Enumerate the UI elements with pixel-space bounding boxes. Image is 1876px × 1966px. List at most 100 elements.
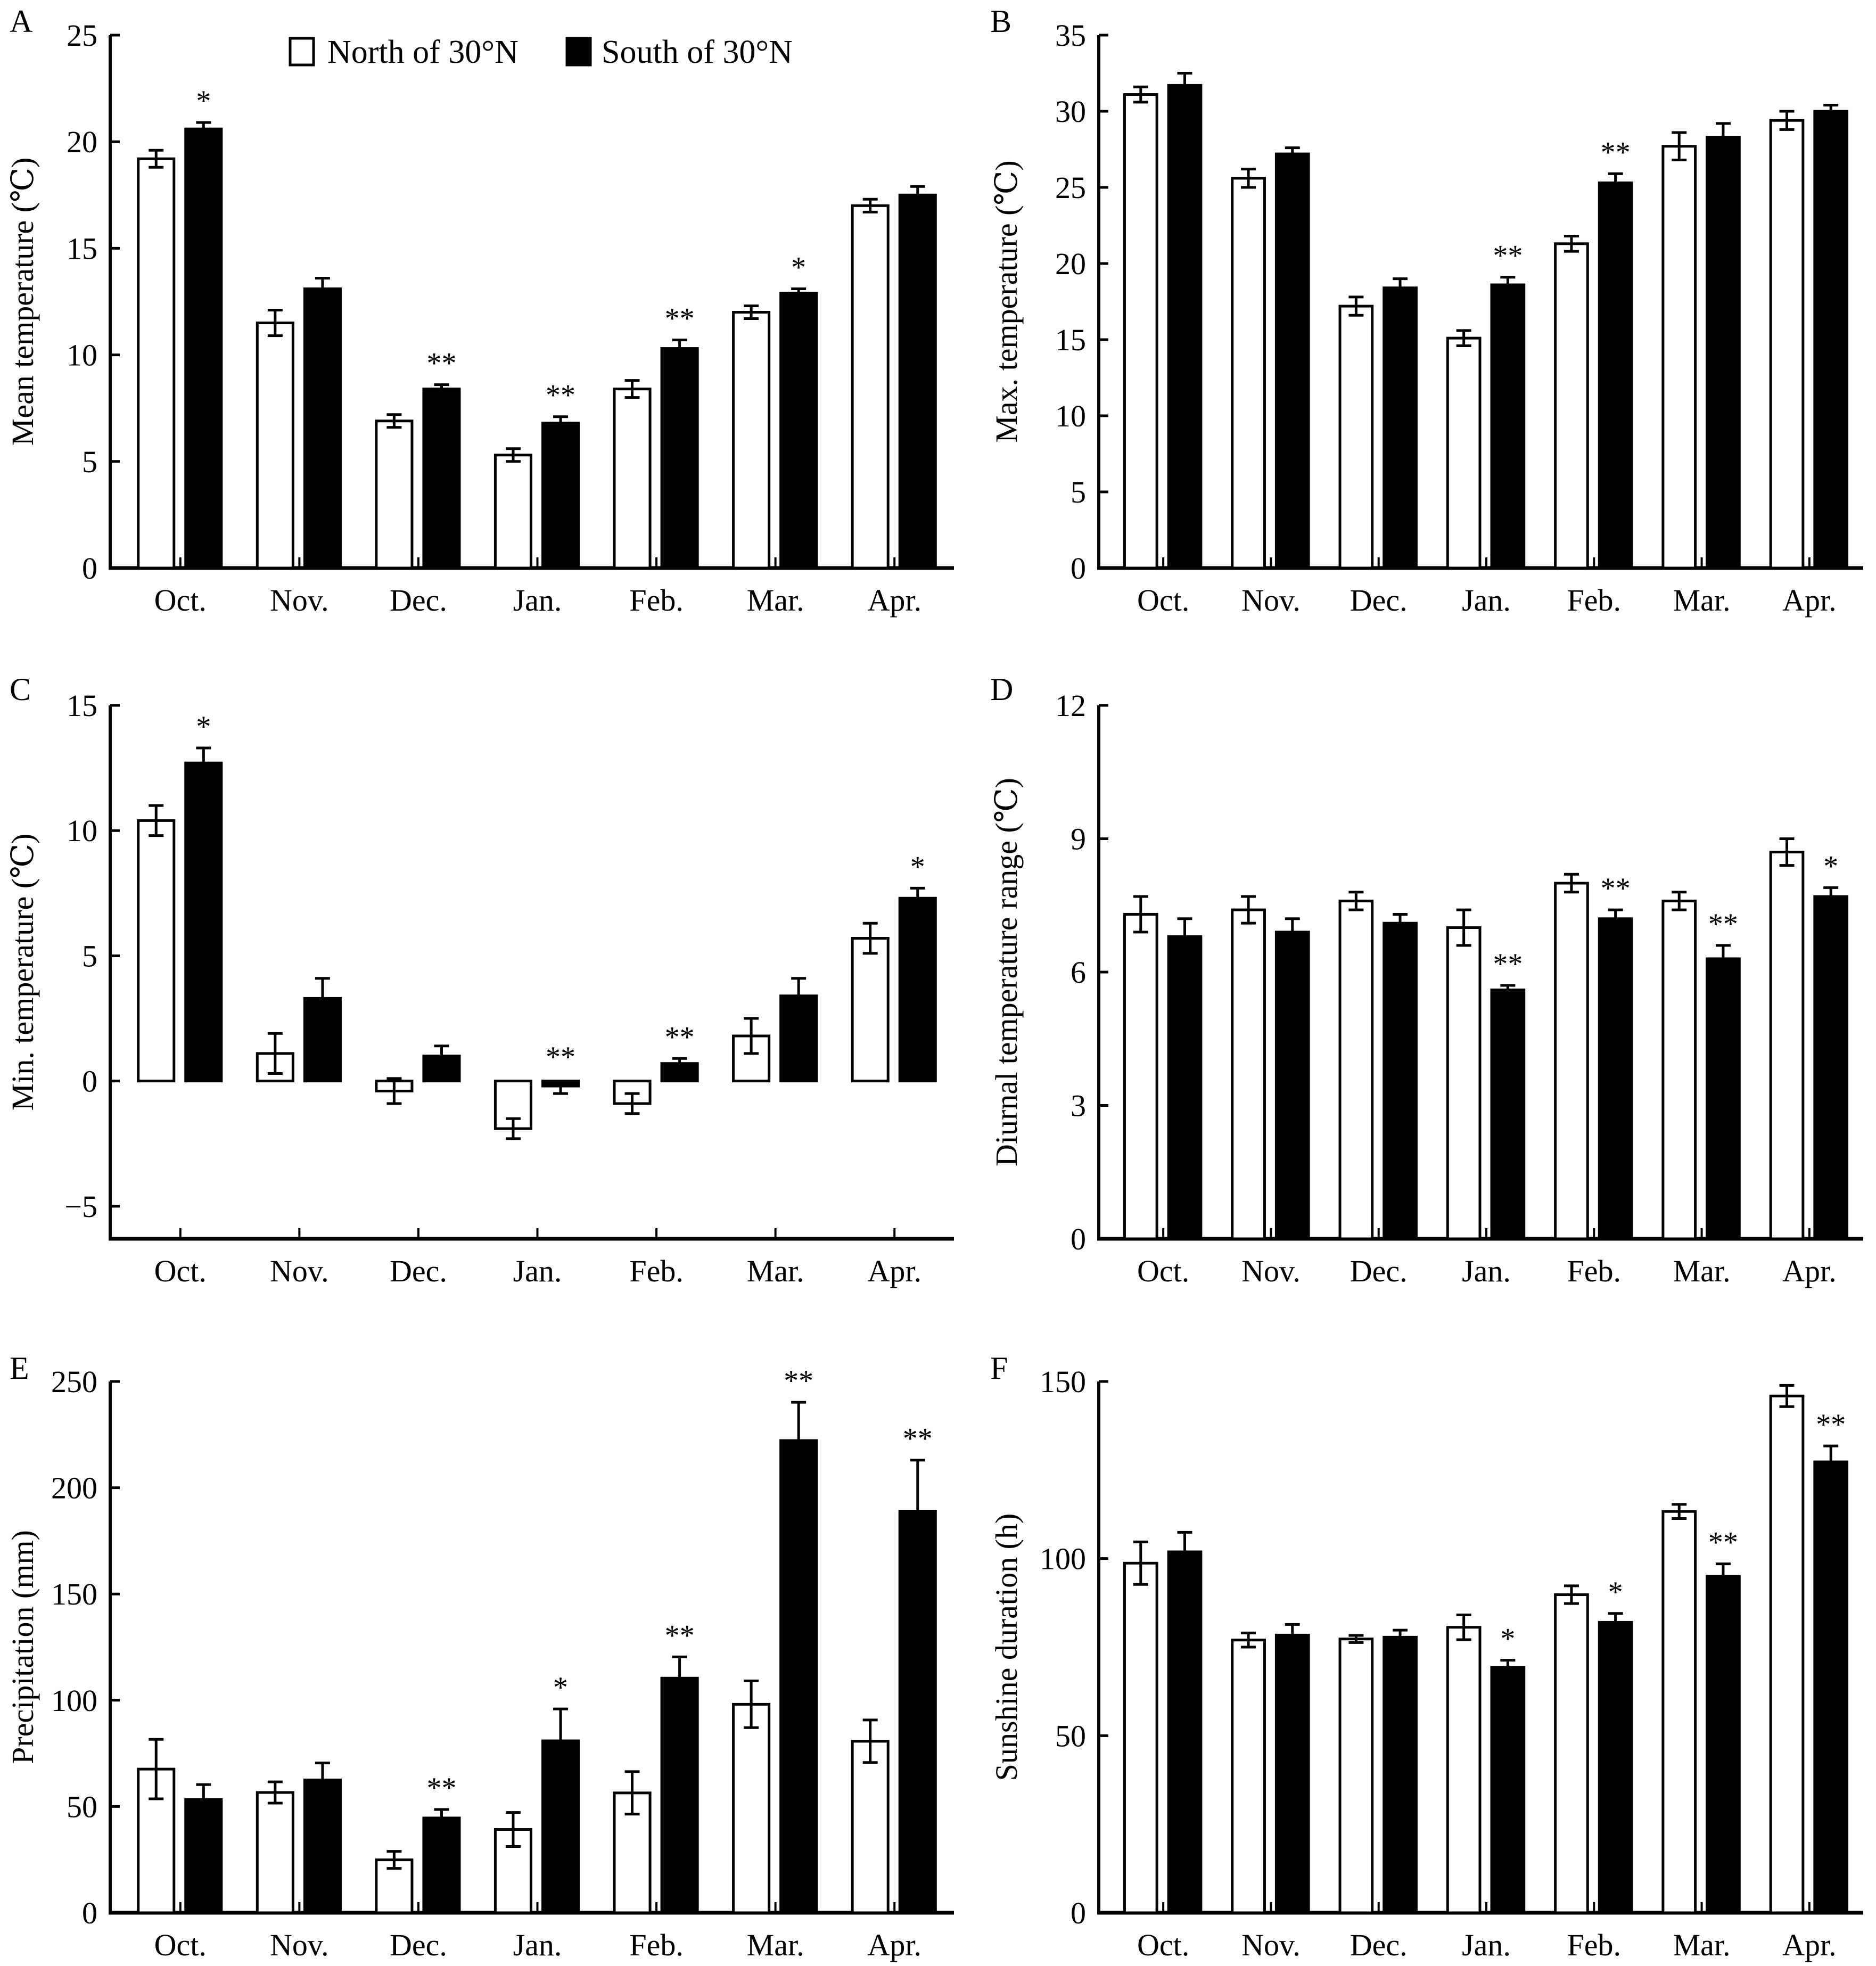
bar-south xyxy=(1383,1635,1418,1914)
x-tick-label: Jan. xyxy=(513,583,562,618)
panel-label: F xyxy=(990,1351,1008,1386)
x-tick-label: Apr. xyxy=(867,1928,921,1962)
significance-marker: ** xyxy=(1708,908,1738,941)
x-tick-label: Dec. xyxy=(1350,1254,1408,1288)
y-tick-label: 15 xyxy=(67,231,97,266)
x-tick-label: Nov. xyxy=(270,583,329,618)
significance-marker: ** xyxy=(665,1619,695,1652)
significance-marker: * xyxy=(791,251,806,284)
bar-south xyxy=(898,896,937,1083)
significance-marker: ** xyxy=(1601,872,1631,905)
bar-south xyxy=(184,127,223,570)
bar-north xyxy=(851,1740,890,1914)
significance-marker: * xyxy=(196,710,211,743)
x-tick-label: Feb. xyxy=(629,1928,684,1962)
bar-south xyxy=(1490,988,1526,1240)
significance-marker: * xyxy=(196,85,211,118)
bar-south xyxy=(303,1779,342,1914)
y-tick-label: 3 xyxy=(1071,1089,1086,1123)
y-tick-label: 5 xyxy=(1071,475,1086,509)
y-tick-label: 25 xyxy=(1055,170,1086,205)
panel-label: E xyxy=(10,1351,29,1386)
bar-north xyxy=(851,936,890,1083)
bar-north xyxy=(1554,1593,1589,1914)
x-tick-label: Apr. xyxy=(867,583,921,618)
bar-south xyxy=(1813,110,1849,570)
legend-swatch-south xyxy=(565,37,592,67)
significance-marker: ** xyxy=(1493,240,1523,273)
panel-A: A 0 5 10 15 20 25 Mean temperature (℃) Oct. * Nov.… xyxy=(5,4,954,618)
x-tick-label: Apr. xyxy=(1782,583,1837,618)
panel-F: F 0 50 100 150 Sunshine duration (h) Oct. Nov. D… xyxy=(989,1351,1863,1962)
panel-label: B xyxy=(990,4,1011,39)
bar-north xyxy=(1231,177,1266,570)
y-tick-label: 10 xyxy=(1055,399,1086,433)
bar-north xyxy=(1231,908,1266,1240)
significance-marker: * xyxy=(1608,1576,1623,1609)
y-tick-label: 100 xyxy=(51,1683,97,1718)
x-tick-label: Mar. xyxy=(747,1254,804,1288)
bar-south xyxy=(1383,922,1418,1240)
y-tick-label: 35 xyxy=(1055,18,1086,53)
bar-south xyxy=(1490,1666,1526,1914)
y-axis-label: Diurnal temperature range (℃) xyxy=(989,778,1024,1166)
bar-south xyxy=(1167,84,1203,570)
y-tick-label: 15 xyxy=(1055,323,1086,357)
y-tick-label: 30 xyxy=(1055,94,1086,129)
bar-north xyxy=(1338,305,1374,570)
bar-south xyxy=(898,193,937,570)
y-tick-label: 200 xyxy=(51,1471,97,1506)
bar-south xyxy=(1167,1550,1203,1914)
y-tick-label: 0 xyxy=(82,1064,97,1099)
y-tick-label: 5 xyxy=(82,445,97,479)
x-tick-label: Jan. xyxy=(1462,583,1511,618)
bar-south xyxy=(779,291,818,570)
x-tick-label: Oct. xyxy=(154,583,207,618)
bar-north xyxy=(732,311,771,570)
x-tick-label: Feb. xyxy=(1567,583,1622,618)
significance-marker: ** xyxy=(665,1021,695,1054)
x-tick-label: Mar. xyxy=(747,1928,804,1962)
y-axis-label: Min. temperature (℃) xyxy=(5,834,40,1111)
bar-north xyxy=(137,157,176,570)
x-tick-label: Jan. xyxy=(1462,1928,1511,1962)
bar-north xyxy=(1769,119,1805,570)
x-tick-label: Oct. xyxy=(154,1254,207,1288)
significance-marker: * xyxy=(553,1671,568,1704)
bar-north xyxy=(851,204,890,570)
x-tick-label: Oct. xyxy=(1137,1928,1189,1962)
y-tick-label: 15 xyxy=(67,688,97,723)
legend-swatch-north xyxy=(289,37,315,67)
significance-marker: ** xyxy=(426,1772,456,1805)
bar-north xyxy=(1554,882,1589,1240)
y-tick-label: 6 xyxy=(1071,955,1086,990)
y-tick-label: 150 xyxy=(1040,1364,1086,1399)
bar-south xyxy=(541,422,580,570)
bar-north xyxy=(1123,1561,1158,1914)
panel-label: A xyxy=(10,4,32,39)
bar-north xyxy=(256,322,294,570)
bar-south xyxy=(1274,1633,1310,1914)
x-tick-label: Nov. xyxy=(270,1928,329,1962)
bar-north xyxy=(1769,851,1805,1240)
bar-north xyxy=(1123,93,1158,570)
bar-south xyxy=(1490,283,1526,570)
panel-B: B 0 5 10 15 20 25 30 35 Max. temperature (℃) Oct. N… xyxy=(989,4,1863,618)
bar-north xyxy=(732,1702,771,1914)
x-tick-label: Nov. xyxy=(1241,583,1301,618)
significance-marker: ** xyxy=(1708,1526,1738,1559)
bar-south xyxy=(1598,181,1633,570)
significance-marker: ** xyxy=(1493,948,1523,981)
x-tick-label: Mar. xyxy=(1673,1928,1731,1962)
significance-marker: * xyxy=(910,850,925,883)
x-tick-label: Dec. xyxy=(390,1254,447,1288)
bar-north xyxy=(1446,1626,1482,1914)
x-tick-label: Feb. xyxy=(629,1254,684,1288)
significance-marker: ** xyxy=(546,379,575,412)
bar-north xyxy=(1123,912,1158,1240)
x-tick-label: Dec. xyxy=(390,1928,447,1962)
x-tick-label: Oct. xyxy=(1137,1254,1189,1288)
significance-marker: ** xyxy=(784,1364,813,1397)
bar-north xyxy=(1661,899,1697,1240)
y-tick-label: 50 xyxy=(67,1789,97,1824)
